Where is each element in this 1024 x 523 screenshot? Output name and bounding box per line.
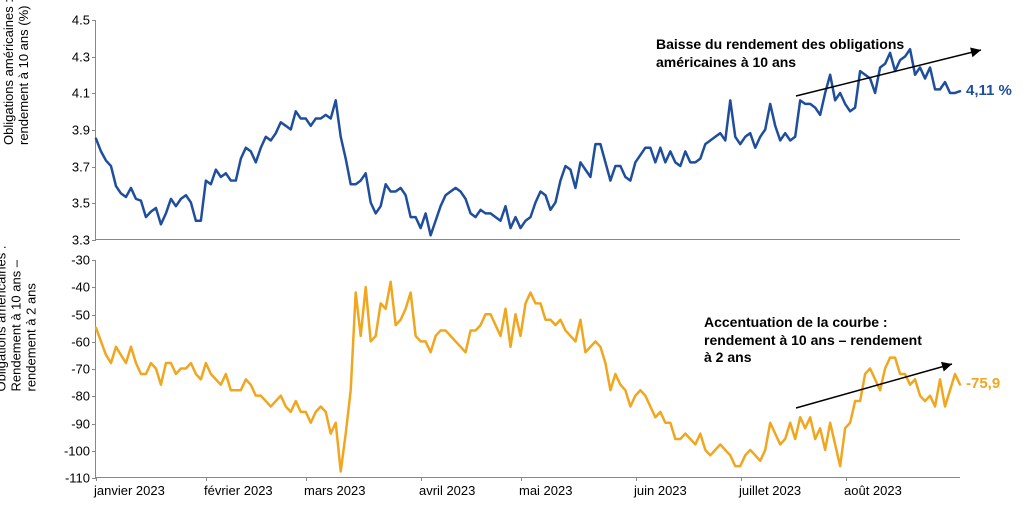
bottom-annotation-line1: Accentuation de la courbe : bbox=[704, 314, 922, 332]
x-tick-label: mai 2023 bbox=[519, 483, 572, 498]
top-y-axis-label: Obligations américaines : rendement à 10… bbox=[1, 125, 31, 145]
x-tick-label: juin 2023 bbox=[634, 483, 687, 498]
y-tick-label: -110 bbox=[65, 471, 90, 486]
top-panel: Obligations américaines : rendement à 10… bbox=[0, 10, 1024, 240]
y-tick-label: 3.3 bbox=[72, 233, 90, 248]
y-tick-label: 4.3 bbox=[72, 49, 90, 64]
y-tick-label: 3.7 bbox=[72, 159, 90, 174]
top-arrow-icon bbox=[786, 40, 991, 106]
x-tick-label: mars 2023 bbox=[304, 483, 365, 498]
x-tick-label: avril 2023 bbox=[419, 483, 475, 498]
x-tick-label: février 2023 bbox=[204, 483, 273, 498]
bottom-y-axis-label-line3: rendement à 2 ans bbox=[24, 372, 39, 392]
bottom-arrow-icon bbox=[786, 354, 962, 418]
y-tick-label: 3.5 bbox=[72, 196, 90, 211]
y-tick-label: -100 bbox=[64, 443, 90, 458]
y-tick-label: -30 bbox=[71, 253, 90, 268]
bottom-y-axis-label-line2: Rendement à 10 ans – bbox=[9, 372, 24, 392]
y-tick-label: 4.5 bbox=[72, 13, 90, 28]
x-tick-label: janvier 2023 bbox=[94, 483, 165, 498]
bottom-annotation-line2: rendement à 10 ans – rendement bbox=[704, 332, 922, 350]
y-tick-label: 3.9 bbox=[72, 123, 90, 138]
bottom-plot-area: Accentuation de la courbe : rendement à … bbox=[95, 260, 960, 478]
top-plot-area: Baisse du rendement des obligations amér… bbox=[95, 20, 960, 240]
top-y-axis-label-line1: Obligations américaines : bbox=[1, 125, 16, 145]
y-tick-label: -60 bbox=[71, 334, 90, 349]
bottom-end-label: -75,9 bbox=[966, 375, 1000, 392]
bottom-y-axis-label: Obligations américaines : Rendement à 10… bbox=[0, 372, 39, 392]
y-tick-label: -70 bbox=[71, 362, 90, 377]
y-tick-label: 4.1 bbox=[72, 86, 90, 101]
y-tick-label: -40 bbox=[71, 280, 90, 295]
y-tick-label: -90 bbox=[71, 416, 90, 431]
top-end-label: 4,11 % bbox=[966, 82, 1012, 99]
bottom-y-axis-label-line1: Obligations américaines : bbox=[0, 372, 9, 392]
y-tick-label: -80 bbox=[71, 389, 90, 404]
x-tick-label: août 2023 bbox=[844, 483, 902, 498]
y-tick-label: -50 bbox=[71, 307, 90, 322]
x-tick-label: juillet 2023 bbox=[739, 483, 801, 498]
top-y-axis-label-line2: rendement à 10 ans (%) bbox=[16, 125, 31, 145]
bottom-panel: Obligations américaines : Rendement à 10… bbox=[0, 260, 1024, 505]
